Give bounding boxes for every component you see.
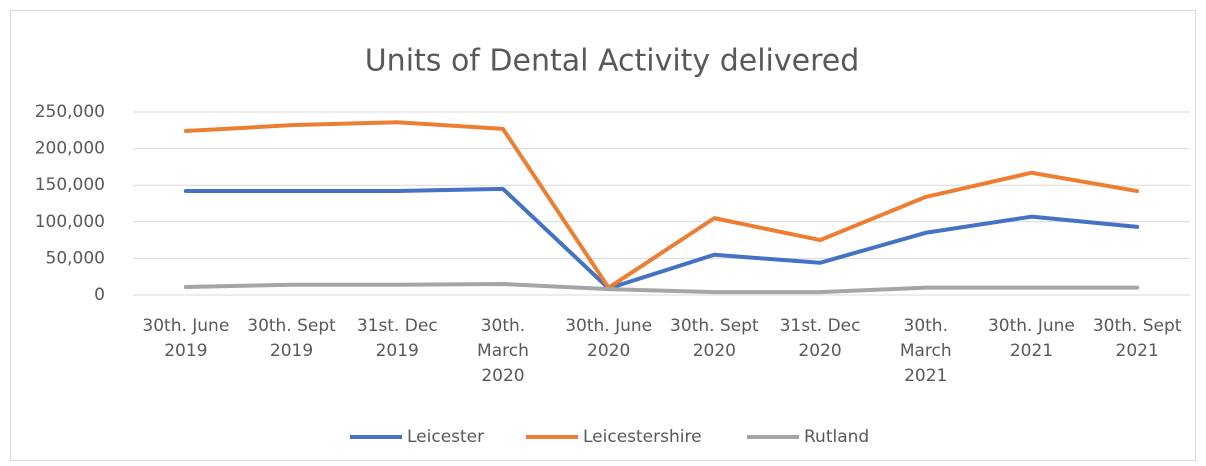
x-tick-label: 31st. Dec bbox=[357, 316, 438, 336]
x-tick-label: March bbox=[477, 341, 529, 361]
series-line bbox=[183, 186, 1140, 291]
legend-label: Rutland bbox=[804, 427, 869, 447]
x-tick-label: 30th. June bbox=[565, 316, 652, 336]
x-tick-label: 2019 bbox=[270, 341, 313, 361]
x-tick-label: 2021 bbox=[1010, 341, 1053, 361]
x-tick-label: 30th. bbox=[904, 316, 948, 336]
chart-frame bbox=[10, 10, 1196, 461]
y-tick-label: 150,000 bbox=[35, 175, 105, 195]
chart-title: Units of Dental Activity delivered bbox=[365, 44, 860, 79]
x-tick-label: 2021 bbox=[1116, 341, 1159, 361]
series-line bbox=[183, 282, 1140, 295]
x-tick-label: 2020 bbox=[481, 366, 524, 386]
x-tick-label: 2019 bbox=[376, 341, 419, 361]
x-tick-label: 2020 bbox=[798, 341, 841, 361]
y-tick-label: 50,000 bbox=[46, 248, 105, 268]
x-tick-label: 2019 bbox=[164, 341, 207, 361]
x-tick-label: 30th. bbox=[481, 316, 525, 336]
x-tick-label: 2020 bbox=[587, 341, 630, 361]
y-tick-label: 250,000 bbox=[35, 102, 105, 122]
x-tick-label: 31st. Dec bbox=[780, 316, 861, 336]
y-tick-label: 200,000 bbox=[35, 139, 105, 159]
x-tick-label: March bbox=[900, 341, 952, 361]
x-tick-label: 2020 bbox=[693, 341, 736, 361]
series-line bbox=[183, 120, 1140, 290]
x-tick-label: 30th. Sept bbox=[247, 316, 336, 336]
legend-label: Leicester bbox=[407, 427, 484, 447]
x-tick-label: 30th. Sept bbox=[670, 316, 759, 336]
y-tick-label: 100,000 bbox=[35, 212, 105, 232]
x-tick-label: 2021 bbox=[904, 366, 947, 386]
x-tick-label: 30th. Sept bbox=[1093, 316, 1182, 336]
x-tick-label: 30th. June bbox=[142, 316, 229, 336]
legend-label: Leicestershire bbox=[583, 427, 702, 447]
x-tick-label: 30th. June bbox=[988, 316, 1075, 336]
y-tick-label: 0 bbox=[94, 285, 105, 305]
